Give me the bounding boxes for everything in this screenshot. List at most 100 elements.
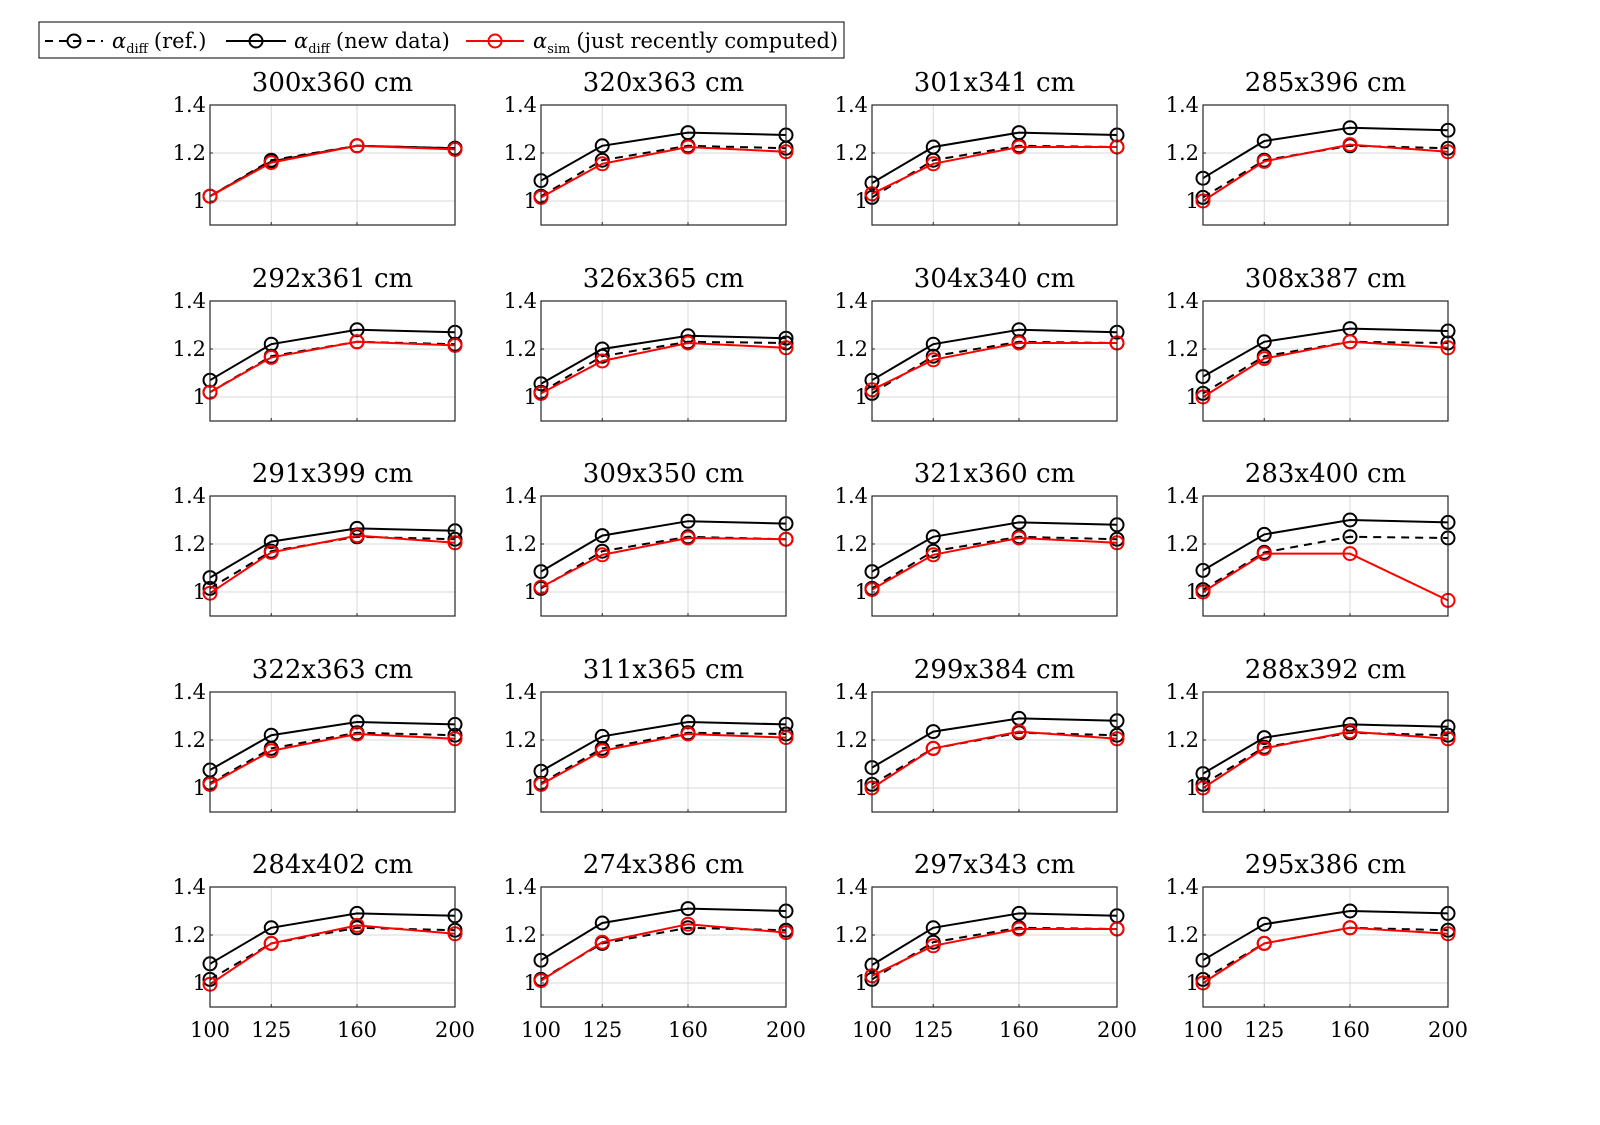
legend-label-sim: αsim (just recently computed) [533,29,838,57]
data-point-new [680,901,696,917]
axes-box [209,886,456,1008]
data-point-sim [1256,935,1272,951]
data-point-sim [263,155,279,171]
y-tick-label: 1.4 [173,289,206,313]
series-line-ref [540,535,787,590]
x-tick-label: 125 [1244,1018,1284,1042]
data-point-sim [680,916,696,932]
axes-box [871,104,1118,226]
y-tick-label: 1 [855,189,868,213]
x-tick-label: 200 [1097,1018,1137,1042]
y-tick-label: 1 [193,385,206,409]
series-line-sim [1202,552,1449,602]
data-point-new [263,727,279,743]
subplot-title: 300x360 cm [252,68,413,98]
y-tick-label: 1.2 [1166,141,1199,165]
axes-box [871,300,1118,422]
subplot-title: 320x363 cm [583,68,744,98]
subplot: 1 1.2 1.4 100 125 160 200 274x386 cm [504,850,806,1042]
series-line-sim [1202,143,1449,202]
data-point-sim [349,917,365,933]
series-line-ref [209,926,456,981]
y-tick-label: 1.2 [173,728,206,752]
y-tick-label: 1 [524,580,537,604]
y-tick-label: 1 [193,580,206,604]
y-tick-label: 1.4 [504,680,537,704]
data-point-new [1011,905,1027,921]
data-point-new [680,125,696,141]
data-point-sim [594,934,610,950]
y-tick-label: 1 [524,971,537,995]
series-line-new [209,912,456,965]
data-point-sim [1011,139,1027,155]
series-line-new [1202,518,1449,572]
axes-box [540,495,787,617]
y-tick-label: 1.2 [835,923,868,947]
axes-box [1202,104,1449,226]
data-point-new [1011,125,1027,141]
series-line-sim [871,146,1117,195]
series-line-sim [871,536,1118,591]
legend-marker-ref [66,33,82,49]
data-point-sim [263,349,279,365]
series-line-ref [871,926,1118,981]
series-line-new [1202,327,1449,378]
y-tick-label: 1.2 [173,337,206,361]
x-tick-label: 160 [999,1018,1039,1042]
x-tick-label: 200 [766,1018,806,1042]
series-line-ref [1202,926,1449,981]
series-line-new [1202,126,1449,180]
series-line-sim [540,536,787,589]
data-point-new [263,920,279,936]
series-line-new [209,527,456,579]
series-line-new [1202,723,1449,775]
series-line-ref [871,144,1118,199]
series-line-new [871,717,1118,769]
data-point-new [263,534,279,550]
legend-marker-new [248,33,264,49]
data-point-new [1256,334,1272,350]
subplot-title: 297x343 cm [914,850,1075,880]
subplot: 1 1.2 1.4 309x350 cm [504,459,794,617]
series-line-sim [1202,926,1449,984]
series-line-sim [209,924,456,986]
y-tick-label: 1.4 [835,680,868,704]
y-tick-label: 1.4 [1166,484,1199,508]
data-point-new [594,915,610,931]
subplot-title: 291x399 cm [252,459,413,489]
data-point-sim [925,547,941,563]
series-line-sim [209,534,456,595]
subplot-title: 322x363 cm [252,655,413,685]
data-point-sim [594,353,610,369]
y-tick-label: 1.4 [504,93,537,117]
y-tick-label: 1 [855,776,868,800]
y-tick-label: 1 [855,580,868,604]
y-tick-label: 1.2 [173,923,206,947]
data-point-sim [349,334,365,350]
legend-label-new: αdiff (new data) [294,29,450,57]
axes-box [209,300,456,422]
series-line-ref [540,340,787,394]
x-tick-label: 160 [668,1018,708,1042]
y-tick-label: 1.4 [173,875,206,899]
x-tick-label: 125 [913,1018,953,1042]
x-tick-label: 100 [190,1018,230,1042]
data-point-sim [680,726,696,742]
data-point-new [1256,916,1272,932]
subplot: 1 1.2 1.4 283x400 cm [1166,459,1456,617]
series-line-sim [209,340,456,394]
series-line-ref [1202,535,1449,591]
data-point-sim [594,743,610,759]
data-point-sim [925,352,941,368]
data-point-new [594,728,610,744]
y-tick-label: 1.2 [504,141,537,165]
data-point-sim [1011,335,1027,351]
data-point-new [680,513,696,529]
y-tick-label: 1.2 [835,141,868,165]
x-tick-label: 100 [1183,1018,1223,1042]
data-point-sim [1256,153,1272,169]
subplot-grid: 1 1.2 1.4 300x360 cm 1 1.2 1.4 320x363 cm 1 1.2 1.… [173,68,1468,1042]
legend-marker-sim [487,33,503,49]
series-line-new [209,720,456,771]
axes-box [871,495,1118,617]
